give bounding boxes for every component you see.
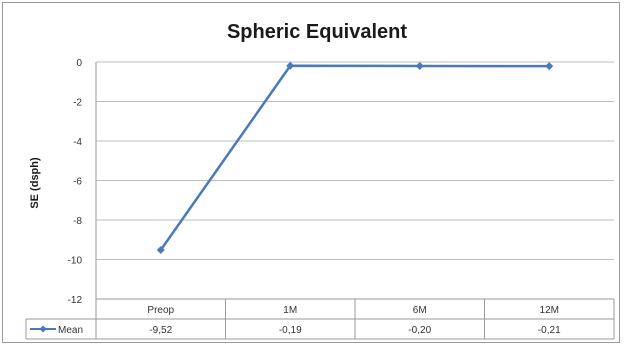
- y-tick-label: -12: [68, 295, 83, 306]
- y-tick-label: -2: [73, 98, 82, 109]
- series-line-mean: [159, 64, 550, 251]
- y-tick-label: -8: [73, 216, 82, 227]
- x-category-label: 6M: [413, 305, 427, 316]
- legend-label: Mean: [58, 325, 83, 336]
- data-table: Preop -9,52 1M -0,19 6M -0,20 12M -0,21 Mean: [25, 298, 615, 340]
- y-tick-label: -10: [68, 256, 83, 267]
- data-point: [415, 61, 424, 70]
- data-value-label: -0,19: [279, 325, 302, 336]
- y-tick-label: 0: [76, 58, 82, 69]
- y-axis-label: SE (dsph): [29, 157, 41, 209]
- data-value-label: -9,52: [149, 325, 172, 336]
- data-point: [286, 61, 295, 70]
- chart-frame: [2, 2, 620, 343]
- data-point: [156, 246, 165, 255]
- data-point: [545, 62, 554, 71]
- data-value-label: -0,20: [408, 325, 431, 336]
- series-layer: [156, 61, 554, 255]
- x-category-label: Preop: [147, 305, 174, 316]
- y-tick-labels: 0 -2 -4 -6 -8 -10 -12: [68, 58, 83, 306]
- chart-title: Spheric Equivalent: [227, 21, 407, 43]
- data-value-label: -0,21: [538, 325, 561, 336]
- legend-marker: [39, 325, 47, 333]
- y-tick-label: -6: [73, 177, 82, 188]
- grid-lines: [95, 61, 614, 300]
- y-tick-label: -4: [73, 137, 82, 148]
- x-category-label: 1M: [283, 305, 297, 316]
- x-category-label: 12M: [540, 305, 559, 316]
